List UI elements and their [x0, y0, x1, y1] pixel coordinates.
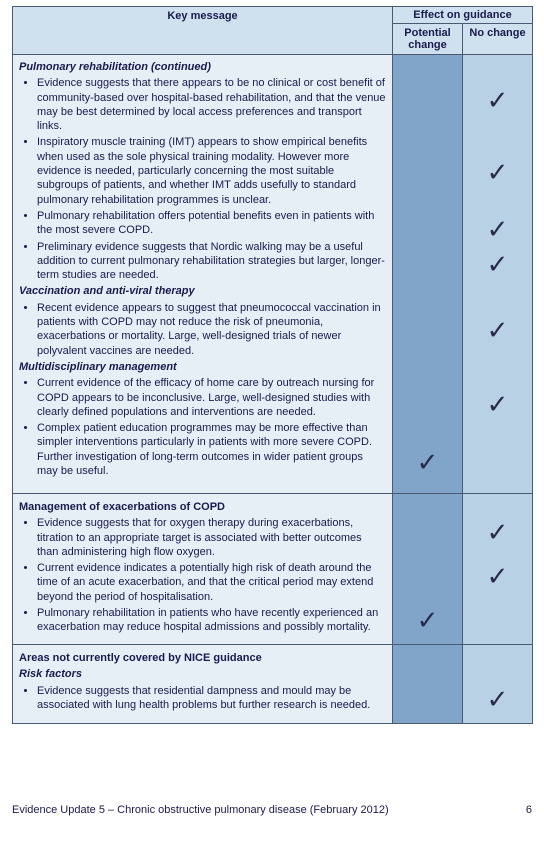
- no-change-mark: ✓: [464, 130, 531, 216]
- col-group-effect: Effect on guidance: [393, 7, 533, 24]
- page-footer: Evidence Update 5 – Chronic obstructive …: [0, 724, 544, 826]
- no-change-mark: ✓: [464, 72, 531, 130]
- key-message-cell: Pulmonary rehabilitation (continued) Evid…: [13, 55, 393, 494]
- footer-left: Evidence Update 5 – Chronic obstructive …: [12, 804, 389, 816]
- no-change-cell: ✓✓✓✓✓✓: [463, 55, 533, 494]
- potential-change-cell: [393, 645, 463, 724]
- bullet-item: Pulmonary rehabilitation offers potentia…: [37, 209, 386, 238]
- potential-change-mark: [394, 244, 461, 286]
- bullet-list: Evidence suggests that residential dampn…: [19, 684, 386, 713]
- potential-change-mark: [394, 72, 461, 130]
- section-subheading: Multidisciplinary management: [19, 360, 386, 374]
- bullet-item: Evidence suggests that residential dampn…: [37, 684, 386, 713]
- potential-change-mark: ✓: [394, 434, 461, 492]
- no-change-mark: ✓: [464, 376, 531, 434]
- potential-change-mark: ✓: [394, 599, 461, 643]
- col-header-potential-change: Potential change: [393, 24, 463, 55]
- potential-change-cell: ✓: [393, 494, 463, 645]
- no-change-mark: ✓: [464, 244, 531, 286]
- no-change-mark: ✓: [464, 511, 531, 555]
- no-change-mark: [464, 360, 531, 376]
- bullet-item: Complex patient education programmes may…: [37, 421, 386, 478]
- bullet-item: Recent evidence appears to suggest that …: [37, 301, 386, 358]
- bullet-list: Recent evidence appears to suggest that …: [19, 301, 386, 358]
- key-message-cell: Areas not currently covered by NICE guid…: [13, 645, 393, 724]
- section-subheading: Risk factors: [19, 667, 386, 681]
- no-change-mark: ✓: [464, 678, 531, 722]
- potential-change-mark: [394, 511, 461, 555]
- no-change-mark: [464, 434, 531, 492]
- footer-right: 6: [526, 804, 532, 816]
- potential-change-mark: [394, 130, 461, 216]
- key-message-cell: Management of exacerbations of COPD Evide…: [13, 494, 393, 645]
- bullet-list: Evidence suggests that there appears to …: [19, 76, 386, 282]
- bullet-item: Preliminary evidence suggests that Nordi…: [37, 240, 386, 283]
- key-message-table: Key message Effect on guidance Potential…: [12, 6, 533, 724]
- bullet-list: Current evidence of the efficacy of home…: [19, 376, 386, 478]
- table-row: Pulmonary rehabilitation (continued) Evid…: [13, 55, 533, 494]
- potential-change-mark: [394, 360, 461, 376]
- potential-change-mark: [394, 376, 461, 434]
- section-heading: Management of exacerbations of COPD: [19, 500, 386, 514]
- table-row: Management of exacerbations of COPD Evide…: [13, 494, 533, 645]
- potential-change-cell: ✓: [393, 55, 463, 494]
- bullet-item: Current evidence of the efficacy of home…: [37, 376, 386, 419]
- section-heading: Areas not currently covered by NICE guid…: [19, 651, 386, 665]
- bullet-item: Pulmonary rehabilitation in patients who…: [37, 606, 386, 635]
- table-row: Areas not currently covered by NICE guid…: [13, 645, 533, 724]
- no-change-mark: [464, 286, 531, 302]
- no-change-mark: ✓: [464, 216, 531, 244]
- bullet-item: Evidence suggests that there appears to …: [37, 76, 386, 133]
- col-header-no-change: No change: [463, 24, 533, 55]
- no-change-mark: ✓: [464, 302, 531, 360]
- section-subheading: Vaccination and anti-viral therapy: [19, 284, 386, 298]
- no-change-cell: ✓✓: [463, 494, 533, 645]
- bullet-item: Inspiratory muscle training (IMT) appear…: [37, 135, 386, 206]
- col-header-key-message: Key message: [13, 7, 393, 55]
- no-change-mark: [464, 599, 531, 643]
- potential-change-mark: [394, 302, 461, 360]
- section-subheading: Pulmonary rehabilitation (continued): [19, 60, 386, 74]
- bullet-list: Evidence suggests that for oxygen therap…: [19, 516, 386, 634]
- no-change-cell: ✓: [463, 645, 533, 724]
- potential-change-mark: [394, 286, 461, 302]
- bullet-item: Current evidence indicates a potentially…: [37, 561, 386, 604]
- potential-change-mark: [394, 555, 461, 599]
- potential-change-mark: [394, 216, 461, 244]
- no-change-mark: ✓: [464, 555, 531, 599]
- bullet-item: Evidence suggests that for oxygen therap…: [37, 516, 386, 559]
- potential-change-mark: [394, 678, 461, 722]
